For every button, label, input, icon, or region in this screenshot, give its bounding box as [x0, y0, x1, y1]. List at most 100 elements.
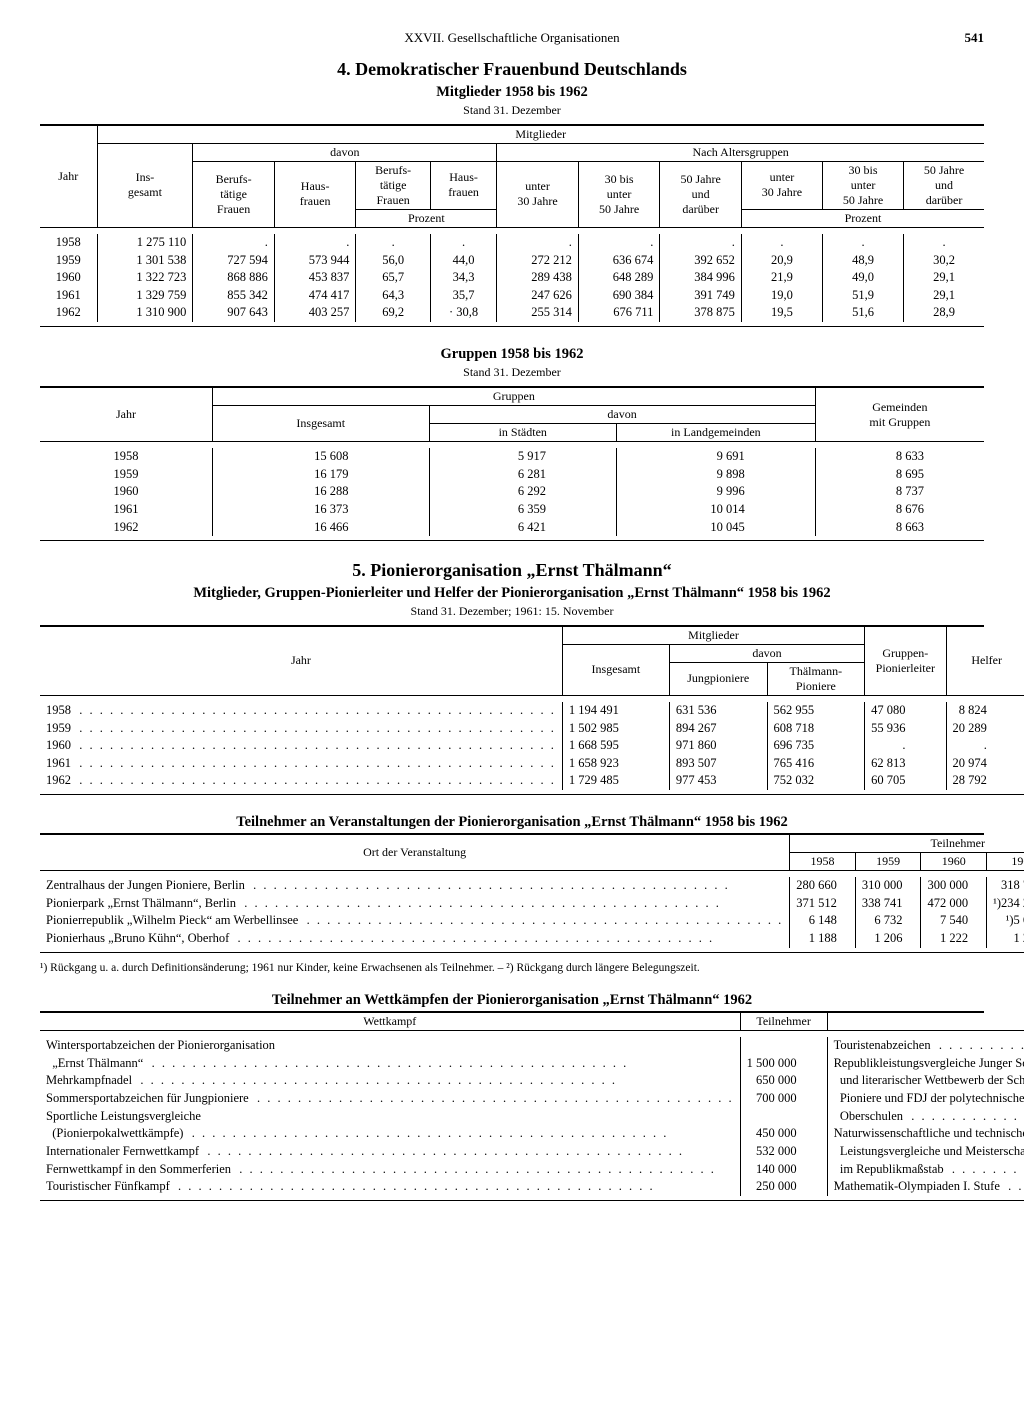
- cell: 573 944: [274, 252, 356, 270]
- cell: 1961: [40, 755, 562, 773]
- cell: Touristenabzeichen: [827, 1037, 1024, 1055]
- cell: 1962: [40, 772, 562, 790]
- cell: 51,6: [823, 304, 904, 322]
- cell: 474 417: [274, 287, 356, 305]
- table-wettkaempfe: WettkampfTeilnehmerWettkampfTeilnehmerWi…: [40, 1013, 1024, 1201]
- cell: 56,0: [356, 252, 431, 270]
- cell: 35,7: [430, 287, 496, 305]
- cell: 868 886: [193, 269, 275, 287]
- cell: 247 626: [497, 287, 579, 305]
- cell: .: [904, 234, 984, 252]
- cell: 272 212: [497, 252, 579, 270]
- section-5-sub2: Teilnehmer an Veranstaltungen der Pionie…: [40, 813, 984, 831]
- section-5-sub1: Mitglieder, Gruppen-Pionierleiter und He…: [40, 584, 984, 602]
- cell: Leistungsvergleiche und Meisterschaften: [827, 1143, 1024, 1161]
- cell: Internationaler Fernwettkampf: [40, 1143, 740, 1161]
- cell: .: [274, 234, 356, 252]
- cell: 676 711: [578, 304, 660, 322]
- section-4-subtitle: Mitglieder 1958 bis 1962: [40, 83, 984, 101]
- cell: Pionierrepublik „Wilhelm Pieck“ am Werbe…: [40, 912, 790, 930]
- cell: .: [741, 234, 822, 252]
- cell: 19,0: [741, 287, 822, 305]
- cell: Wintersportabzeichen der Pionierorganisa…: [40, 1037, 740, 1055]
- cell: 392 652: [660, 252, 742, 270]
- cell: Zentralhaus der Jungen Pioniere, Berlin: [40, 877, 790, 895]
- table-veranstaltungen: Ort der VeranstaltungTeilnehmer195819591…: [40, 835, 1024, 953]
- cell: · 30,8: [430, 304, 496, 322]
- cell: Touristischer Fünfkampf: [40, 1178, 740, 1196]
- cell: .: [660, 234, 742, 252]
- cell: 20,9: [741, 252, 822, 270]
- cell: 34,3: [430, 269, 496, 287]
- cell: 1959: [40, 720, 562, 738]
- cell: 289 438: [497, 269, 579, 287]
- cell: Republikleistungsvergleiche Junger Solis…: [827, 1055, 1024, 1073]
- cell: (Pionierpokalwettkämpfe): [40, 1125, 740, 1143]
- page-number: 541: [924, 30, 984, 46]
- cell: 255 314: [497, 304, 579, 322]
- cell: 51,9: [823, 287, 904, 305]
- cell: 1958: [40, 702, 562, 720]
- chapter-title: XXVII. Gesellschaftliche Organisationen: [100, 30, 924, 46]
- cell: 1 301 538: [97, 252, 193, 270]
- cell: 1961: [40, 287, 97, 305]
- cell: 1 310 900: [97, 304, 193, 322]
- cell: 1 329 759: [97, 287, 193, 305]
- cell: 1962: [40, 304, 97, 322]
- cell: .: [430, 234, 496, 252]
- cell: 65,7: [356, 269, 431, 287]
- cell: Fernwettkampf in den Sommerferien: [40, 1161, 740, 1179]
- cell: .: [578, 234, 660, 252]
- section-4-stand: Stand 31. Dezember: [40, 103, 984, 118]
- cell: 690 384: [578, 287, 660, 305]
- cell: 1960: [40, 737, 562, 755]
- cell: 29,1: [904, 269, 984, 287]
- cell: 907 643: [193, 304, 275, 322]
- section-4-title: 4. Demokratischer Frauenbund Deutschland…: [40, 58, 984, 81]
- cell: 28,9: [904, 304, 984, 322]
- cell: „Ernst Thälmann“: [40, 1055, 740, 1073]
- section-5-stand1: Stand 31. Dezember; 1961: 15. November: [40, 604, 984, 619]
- table2-stand: Stand 31. Dezember: [40, 365, 984, 380]
- cell: 403 257: [274, 304, 356, 322]
- cell: 64,3: [356, 287, 431, 305]
- cell: 636 674: [578, 252, 660, 270]
- table-pionier-mitglieder: JahrMitgliederGruppen-PionierleiterHelfe…: [40, 627, 1024, 795]
- cell: 391 749: [660, 287, 742, 305]
- cell: 1 322 723: [97, 269, 193, 287]
- cell: 453 837: [274, 269, 356, 287]
- cell: Pionierpark „Ernst Thälmann“, Berlin: [40, 895, 790, 913]
- cell: 44,0: [430, 252, 496, 270]
- cell: Mehrkampfnadel: [40, 1072, 740, 1090]
- cell: Pionierhaus „Bruno Kühn“, Oberhof: [40, 930, 790, 948]
- cell: 49,0: [823, 269, 904, 287]
- cell: im Republikmaßstab: [827, 1161, 1024, 1179]
- cell: und literarischer Wettbewerb der Schüler…: [827, 1072, 1024, 1090]
- cell: Sportliche Leistungsvergleiche: [40, 1108, 740, 1126]
- cell: .: [497, 234, 579, 252]
- cell: .: [823, 234, 904, 252]
- cell: 384 996: [660, 269, 742, 287]
- cell: 855 342: [193, 287, 275, 305]
- table-mitglieder: JahrMitgliederIns-gesamtdavonNach Alters…: [40, 126, 984, 327]
- section-5-title: 5. Pionierorganisation „Ernst Thälmann“: [40, 559, 984, 582]
- cell: Naturwissenschaftliche und technische: [827, 1125, 1024, 1143]
- cell: .: [193, 234, 275, 252]
- cell: 648 289: [578, 269, 660, 287]
- cell: Pioniere und FDJ der polytechnischen: [827, 1090, 1024, 1108]
- cell: .: [356, 234, 431, 252]
- cell: Oberschulen: [827, 1108, 1024, 1126]
- table2-title: Gruppen 1958 bis 1962: [40, 345, 984, 363]
- section-5-sub3: Teilnehmer an Wettkämpfen der Pionierorg…: [40, 991, 984, 1009]
- cell: 19,5: [741, 304, 822, 322]
- cell: 29,1: [904, 287, 984, 305]
- cell: 727 594: [193, 252, 275, 270]
- cell: 1960: [40, 269, 97, 287]
- cell: 69,2: [356, 304, 431, 322]
- cell: 1959: [40, 252, 97, 270]
- cell: 30,2: [904, 252, 984, 270]
- cell: 48,9: [823, 252, 904, 270]
- cell: 1 275 110: [97, 234, 193, 252]
- cell: Sommersportabzeichen für Jungpioniere: [40, 1090, 740, 1108]
- cell: 378 875: [660, 304, 742, 322]
